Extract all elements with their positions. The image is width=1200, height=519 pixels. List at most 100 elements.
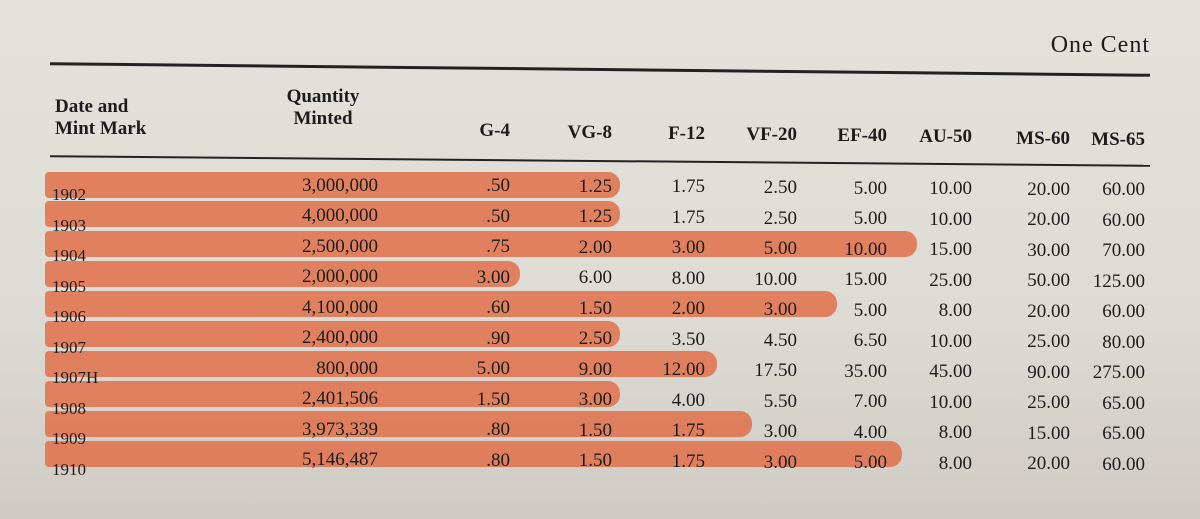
row-date: 1907	[52, 337, 86, 357]
table-cell: 70.00	[1102, 240, 1145, 262]
table-cell: 90.00	[1027, 361, 1070, 383]
table-cell: 275.00	[1092, 362, 1145, 384]
table-cell: 2.00	[578, 236, 612, 258]
table-cell: 4.50	[763, 329, 797, 351]
table-cell: 2.00	[671, 298, 705, 320]
table-cell: 60.00	[1102, 209, 1145, 231]
table-cell: 25.00	[1027, 331, 1070, 353]
highlight	[45, 261, 520, 287]
table-cell: 3.50	[671, 328, 705, 350]
table-cell: 800,000	[316, 357, 378, 379]
row-date: 1905	[52, 276, 86, 296]
table-cell: 12.00	[662, 359, 705, 381]
column-header: F-12	[668, 122, 705, 144]
row-date: 1903	[52, 215, 86, 235]
table-cell: 5,146,487	[302, 449, 378, 471]
table-cell: 7.00	[853, 391, 887, 413]
table-cell: 5.00	[476, 358, 510, 380]
table-cell: 3.00	[763, 299, 797, 320]
table-cell: 6.00	[578, 267, 612, 289]
highlight	[45, 291, 837, 317]
row-date: 1906	[52, 307, 86, 326]
table-cell: 10.00	[754, 268, 797, 290]
table-cell: 2,400,000	[302, 327, 378, 349]
table-cell: 5.50	[763, 390, 797, 412]
table-cell: 2.50	[763, 177, 797, 198]
table-cell: 1.50	[578, 450, 612, 472]
table-cell: 15.00	[844, 269, 887, 291]
table-cell: 5.00	[853, 299, 887, 321]
table-cell: 1.75	[671, 206, 705, 228]
highlight	[45, 172, 620, 198]
table-cell: 125.00	[1092, 270, 1145, 292]
table-cell: 25.00	[929, 269, 972, 291]
table-cell: 65.00	[1102, 423, 1145, 445]
table-cell: 3,973,339	[302, 418, 378, 440]
row-date: 1909	[52, 429, 86, 448]
table-cell: 1.25	[578, 206, 612, 228]
table-cell: 3.00	[476, 266, 510, 288]
table-cell: 80.00	[1102, 331, 1145, 353]
table-cell: 1.25	[578, 175, 612, 197]
table-cell: 8.00	[938, 452, 972, 474]
table-cell: 1.50	[578, 297, 612, 319]
table-cell: 10.00	[844, 238, 887, 260]
table-cell: 3.00	[578, 389, 612, 411]
table-cell: 1.50	[578, 419, 612, 441]
table-cell: 2.50	[763, 207, 797, 229]
table-cell: 1.75	[671, 420, 705, 442]
row-date: 1902	[52, 185, 86, 204]
row-date: 1907H	[52, 368, 99, 387]
table-cell: 4.00	[853, 421, 887, 443]
table-cell: 10.00	[929, 178, 972, 200]
row-date: 1910	[52, 459, 86, 479]
table-cell: 50.00	[1027, 270, 1070, 292]
table-cell: 3.00	[671, 237, 705, 259]
table-cell: .75	[486, 236, 510, 258]
table-cell: 60.00	[1102, 301, 1145, 323]
highlight	[45, 321, 620, 347]
table-cell: 1.75	[671, 176, 705, 198]
highlight	[45, 351, 717, 377]
column-header: AU-50	[919, 126, 972, 148]
table-cell: .90	[486, 327, 510, 349]
table-cell: 5.00	[853, 177, 887, 199]
table-cell: 3.00	[763, 451, 797, 473]
table-cell: .80	[486, 419, 510, 441]
table-cell: .50	[486, 205, 510, 227]
highlight	[45, 201, 620, 227]
table-cell: 1.50	[476, 388, 510, 410]
table-cell: 2.50	[578, 328, 612, 350]
column-header: MS-65	[1091, 128, 1145, 150]
row-date: 1904	[52, 246, 86, 265]
table-cell: 9.00	[578, 358, 612, 380]
table-cell: 6.50	[853, 330, 887, 352]
table-cell: 8.00	[938, 300, 972, 322]
column-header: Quantity Minted	[286, 86, 360, 129]
table-cell: 2,000,000	[302, 266, 378, 288]
column-header: EF-40	[837, 125, 887, 147]
table-cell: 65.00	[1102, 392, 1145, 414]
column-header: Date and Mint Mark	[55, 96, 147, 139]
column-header: MS-60	[1016, 127, 1070, 149]
table-cell: .60	[486, 297, 510, 319]
table-cell: 60.00	[1102, 179, 1145, 201]
table-cell: 2,500,000	[302, 235, 378, 257]
highlight	[45, 381, 620, 407]
table-cell: 20.00	[1027, 300, 1070, 322]
table-cell: 2,401,506	[302, 388, 378, 410]
table-cell: 4.00	[671, 389, 705, 411]
header-rule	[50, 155, 1150, 167]
table-cell: 15.00	[929, 239, 972, 261]
table-cell: 5.00	[763, 238, 797, 259]
page-title: One Cent	[1050, 32, 1150, 58]
table-cell: 5.00	[853, 208, 887, 230]
table-cell: 3,000,000	[302, 174, 378, 196]
table-cell: 20.00	[1027, 209, 1070, 231]
table-cell: 10.00	[929, 330, 972, 352]
highlight	[45, 231, 917, 257]
table-cell: 17.50	[754, 360, 797, 381]
column-header: VF-20	[746, 124, 797, 145]
